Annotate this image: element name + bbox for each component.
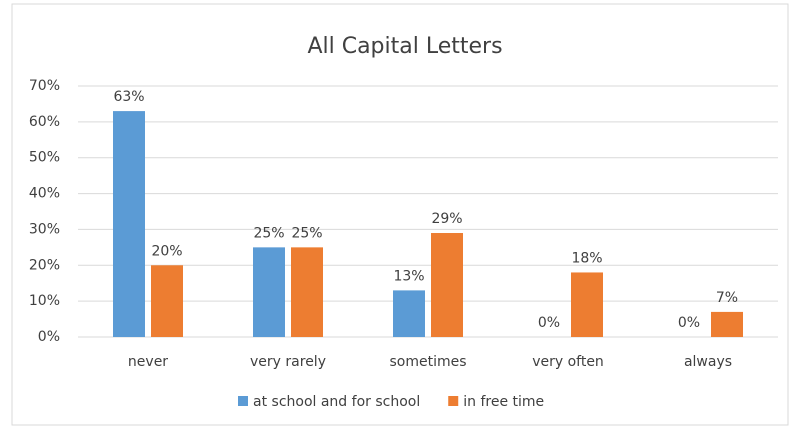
bar (431, 233, 463, 337)
data-label: 13% (393, 268, 424, 284)
legend-swatch (238, 396, 248, 406)
data-label: 63% (113, 89, 144, 105)
data-label: 20% (151, 243, 182, 259)
data-label: 25% (291, 225, 322, 241)
x-tick-label: always (684, 354, 732, 370)
data-label: 0% (678, 315, 700, 331)
data-label: 25% (253, 225, 284, 241)
bar (571, 272, 603, 337)
data-label: 0% (538, 315, 560, 331)
bar (393, 290, 425, 337)
y-tick-label: 60% (29, 114, 60, 130)
y-tick-label: 30% (29, 221, 60, 237)
data-label: 29% (431, 211, 462, 227)
x-tick-label: very rarely (250, 354, 326, 370)
y-tick-label: 40% (29, 186, 60, 202)
y-tick-label: 20% (29, 257, 60, 273)
data-label: 7% (716, 290, 738, 306)
bar (253, 247, 285, 337)
bar (291, 247, 323, 337)
x-tick-label: very often (532, 354, 604, 370)
data-label: 18% (571, 250, 602, 266)
y-tick-label: 70% (29, 78, 60, 94)
x-tick-label: never (128, 354, 168, 370)
bar (151, 265, 183, 337)
legend-label: at school and for school (253, 394, 420, 410)
x-tick-label: sometimes (389, 354, 466, 370)
y-tick-label: 10% (29, 293, 60, 309)
legend-label: in free time (463, 394, 544, 410)
bar (711, 311, 743, 337)
y-tick-label: 50% (29, 150, 60, 166)
chart-title: All Capital Letters (307, 34, 502, 59)
bar (113, 111, 145, 337)
y-tick-label: 0% (38, 329, 60, 345)
legend-swatch (448, 396, 459, 406)
